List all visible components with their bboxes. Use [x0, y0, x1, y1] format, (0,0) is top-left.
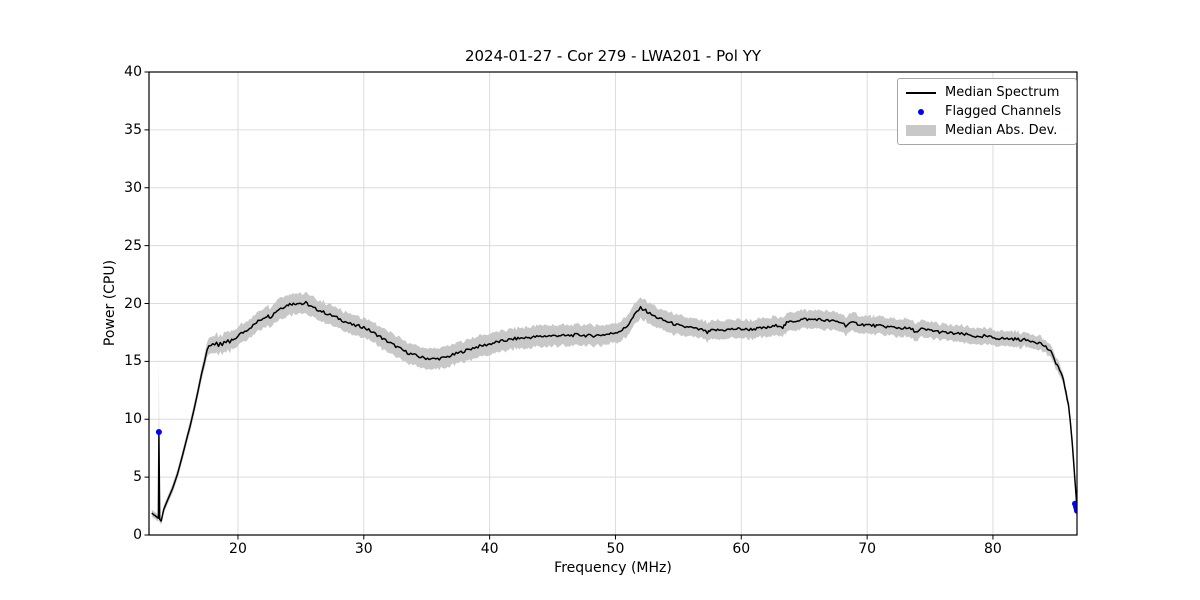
mad-band [151, 291, 1077, 525]
legend-patch-swatch [906, 125, 936, 136]
legend-label: Median Abs. Dev. [945, 123, 1058, 138]
legend-entry: Median Abs. Dev. [906, 124, 1068, 137]
legend-line-swatch [906, 91, 936, 94]
legend-dot-swatch [906, 108, 936, 115]
axis-ticks [144, 71, 994, 540]
legend-entry: Median Spectrum [906, 86, 1068, 99]
median-spectrum-line [151, 300, 1077, 522]
legend: Median Spectrum Flagged Channels Median Ab… [897, 78, 1077, 145]
legend-entry: Flagged Channels [906, 105, 1068, 118]
y-axis-label: Power (CPU) [102, 259, 118, 347]
legend-label: Flagged Channels [945, 104, 1062, 119]
chart-title: 2024-01-27 - Cor 279 - LWA201 - Pol YY [464, 47, 762, 65]
flagged-channel-dots [155, 429, 1077, 514]
legend-label: Median Spectrum [945, 85, 1060, 100]
plot-frame [148, 71, 1078, 536]
x-axis-label: Frequency (MHz) [554, 560, 672, 576]
